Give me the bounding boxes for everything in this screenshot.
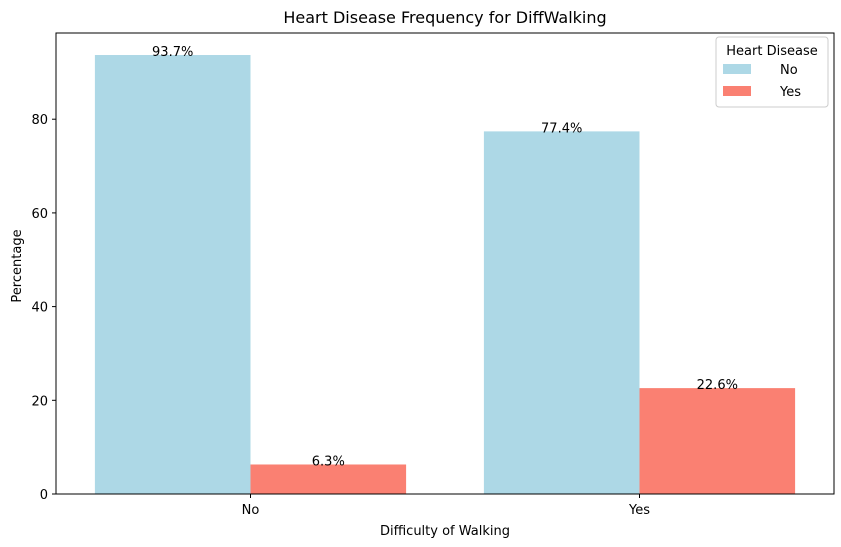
y-axis-label: Percentage xyxy=(10,229,25,302)
plot-frame xyxy=(55,32,835,495)
y-tick-label: 20 xyxy=(31,394,48,409)
bars-layer xyxy=(94,55,796,494)
x-tick-label: No xyxy=(242,503,260,518)
y-tick-label: 0 xyxy=(40,488,48,503)
data-label: 22.6% xyxy=(697,378,738,393)
data-labels-layer: 93.7% 77.4% 6.3% 22.6% xyxy=(152,45,738,469)
y-tick-label: 80 xyxy=(31,113,48,128)
legend: Heart Disease No Yes xyxy=(715,36,829,108)
x-tick-label: Yes xyxy=(628,503,650,518)
legend-title: Heart Disease xyxy=(726,44,817,59)
bar-no-yes xyxy=(250,464,407,494)
data-label: 93.7% xyxy=(152,45,193,60)
bar-yes-yes xyxy=(639,388,796,494)
y-tick-label: 40 xyxy=(31,301,48,316)
chart-title: Heart Disease Frequency for DiffWalking xyxy=(283,8,606,27)
legend-swatch-no xyxy=(723,64,751,74)
bar-no-no xyxy=(94,55,251,494)
x-axis-label: Difficulty of Walking xyxy=(380,524,510,539)
y-tick-label: 60 xyxy=(31,207,48,222)
data-label: 6.3% xyxy=(312,454,345,469)
legend-label-yes: Yes xyxy=(779,85,801,100)
y-axis: 0 20 40 60 80 xyxy=(31,113,56,503)
x-axis: No Yes xyxy=(242,494,650,518)
bar-yes-no xyxy=(483,131,640,494)
data-label: 77.4% xyxy=(541,121,582,136)
legend-swatch-yes xyxy=(723,86,751,96)
legend-label-no: No xyxy=(780,63,798,78)
